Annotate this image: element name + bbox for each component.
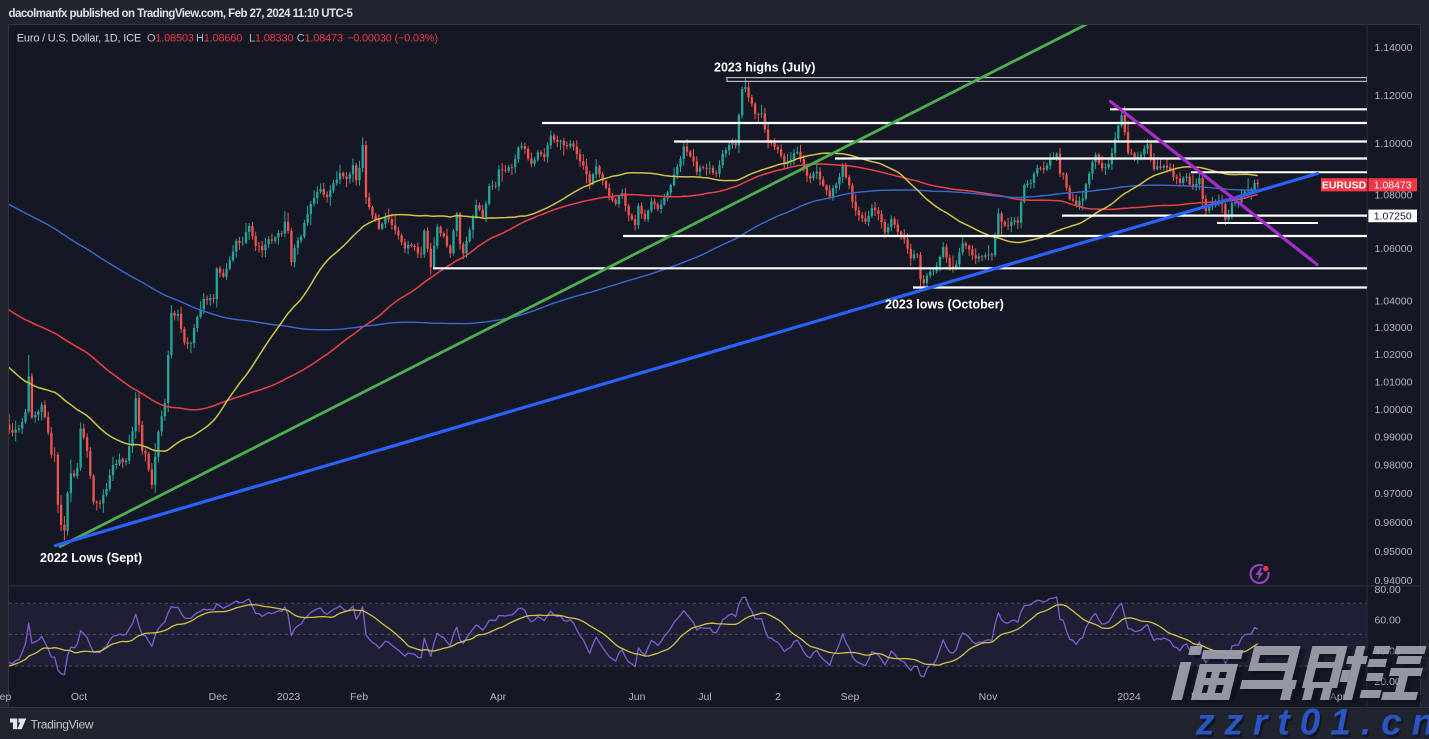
svg-text:2023: 2023 — [277, 691, 301, 703]
svg-text:0.97000: 0.97000 — [1375, 488, 1413, 500]
svg-text:2023 highs (July): 2023 highs (July) — [714, 60, 815, 74]
svg-text:zzrt01.cn: zzrt01.cn — [1197, 704, 1429, 739]
svg-text:Apr: Apr — [490, 691, 507, 703]
svg-text:1.01000: 1.01000 — [1375, 376, 1413, 388]
svg-text:0.99000: 0.99000 — [1375, 432, 1413, 444]
svg-text:zzrt01.cn: zzrt01.cn — [1195, 702, 1429, 739]
svg-text:80.00: 80.00 — [1375, 584, 1401, 596]
svg-text:Dec: Dec — [209, 691, 228, 703]
svg-text:2022 Lows (Sept): 2022 Lows (Sept) — [40, 551, 142, 565]
svg-text:1.03000: 1.03000 — [1375, 322, 1413, 334]
svg-text:Jun: Jun — [629, 691, 646, 703]
svg-text:2024: 2024 — [1117, 691, 1141, 703]
svg-text:60.00: 60.00 — [1375, 615, 1401, 627]
svg-text:1.07250: 1.07250 — [1374, 211, 1412, 223]
svg-text:0.94000: 0.94000 — [1375, 575, 1413, 587]
svg-text:1.12000: 1.12000 — [1375, 90, 1413, 102]
svg-text:1.06000: 1.06000 — [1375, 243, 1413, 255]
svg-text:Jul: Jul — [698, 691, 711, 703]
svg-text:Feb: Feb — [350, 691, 368, 703]
svg-text:1.08000: 1.08000 — [1375, 189, 1413, 201]
svg-text:1.02000: 1.02000 — [1375, 349, 1413, 361]
svg-text:1.04000: 1.04000 — [1375, 295, 1413, 307]
svg-text:dacolmanfx published on Tradin: dacolmanfx published on TradingView.com,… — [9, 8, 354, 20]
svg-text:TradingView: TradingView — [31, 717, 94, 731]
svg-text:1.08473: 1.08473 — [1374, 180, 1412, 192]
svg-text:2023 lows (October): 2023 lows (October) — [885, 298, 1004, 312]
svg-text:EURUSD: EURUSD — [1322, 180, 1367, 192]
svg-text:1.00000: 1.00000 — [1375, 404, 1413, 416]
svg-text:Apr: Apr — [1330, 691, 1347, 703]
svg-text:0.96000: 0.96000 — [1375, 517, 1413, 529]
svg-text:0.98000: 0.98000 — [1375, 460, 1413, 472]
svg-text:Sep: Sep — [0, 691, 11, 703]
svg-text:0.95000: 0.95000 — [1375, 546, 1413, 558]
svg-text:1.10000: 1.10000 — [1375, 138, 1413, 150]
svg-text:2: 2 — [775, 691, 781, 703]
svg-text:Sep: Sep — [841, 691, 860, 703]
svg-text:Euro / U.S. Dollar, 1D, ICE: Euro / U.S. Dollar, 1D, ICE — [17, 32, 141, 44]
svg-text:Oct: Oct — [71, 691, 87, 703]
svg-text:1.14000: 1.14000 — [1375, 42, 1413, 54]
svg-text:Nov: Nov — [979, 691, 998, 703]
